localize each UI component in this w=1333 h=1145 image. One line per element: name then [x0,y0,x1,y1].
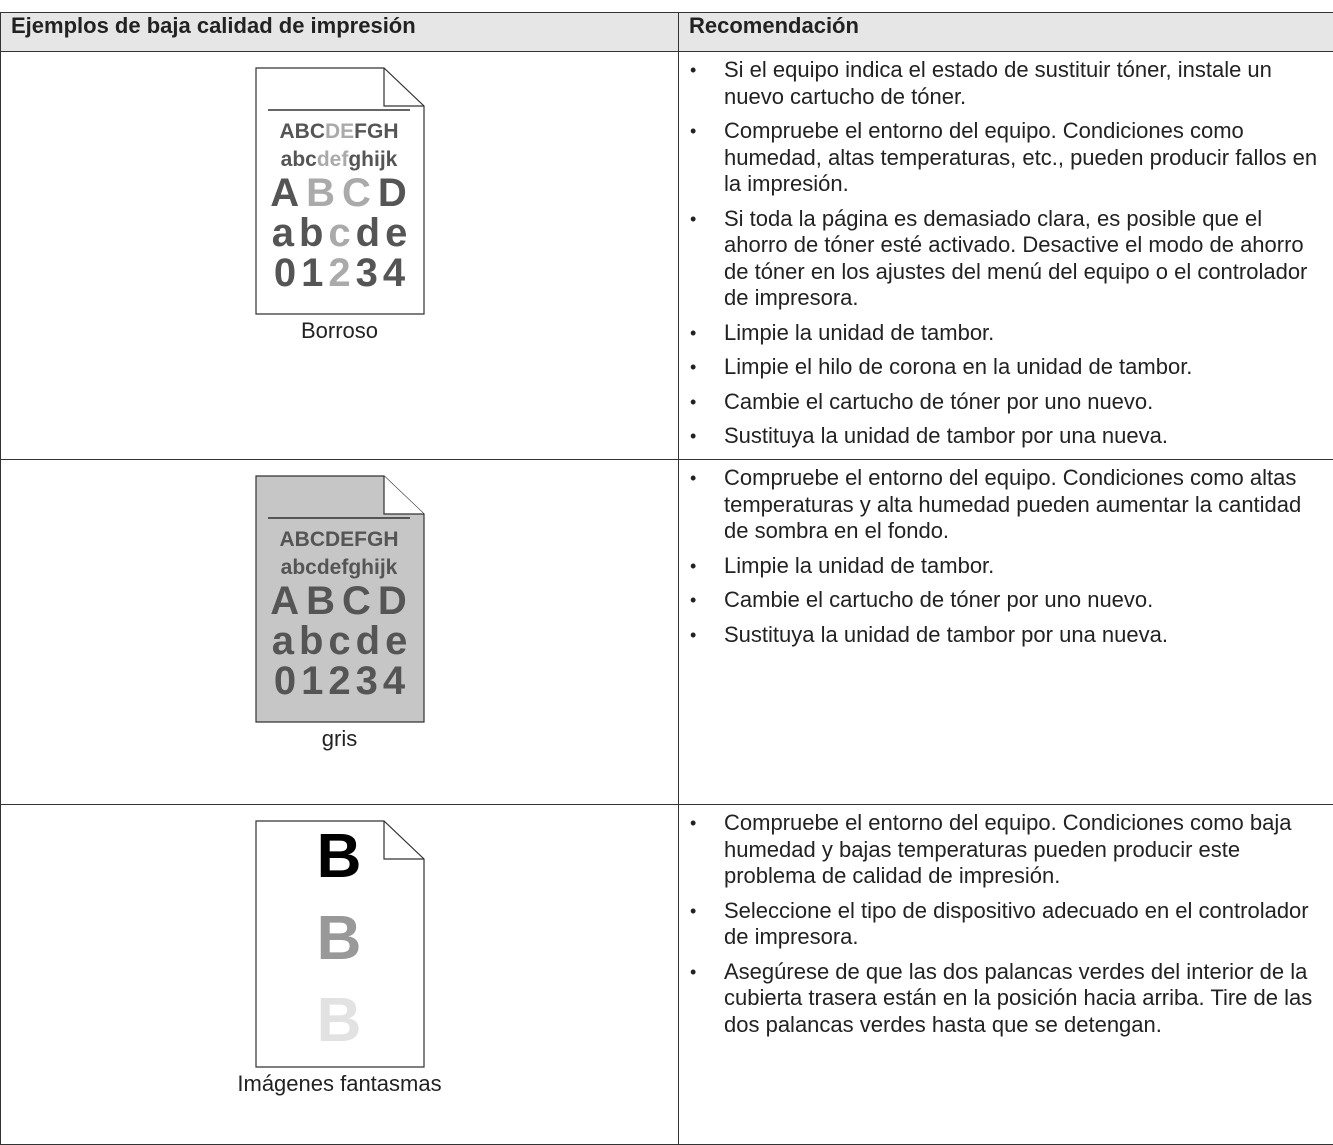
row: B B B Imágenes fantasmas Compruebe el en… [1,805,1333,1145]
sample-page: ABCDEFGH abcdefghijk ABCD abcde 01234 [254,474,426,724]
sample-line: ABCD [270,579,414,623]
row: ABCDEFGH abcdefghijk ABCD abcde 01234 gr… [1,460,1333,805]
recommendation: Sustituya la unidad de tambor por una nu… [680,423,1324,450]
recommendation: Cambie el cartucho de tóner por uno nuev… [680,389,1324,416]
header-cell: Ejemplos de baja calidad de impresión [1,13,679,52]
sample-line: ABCD [270,171,414,215]
quality-table: Ejemplos de baja calidad de impresión Re… [0,12,1333,1145]
recommendation: Asegúrese de que las dos palancas verdes… [680,959,1324,1039]
recommendation-list: Compruebe el entorno del equipo. Condici… [680,806,1332,1038]
recommendation-list: Si el equipo indica el estado de sustitu… [680,53,1332,450]
example-cell: ABCDEFGH abcdefghijk ABCD abcde 01234 gr… [1,460,679,805]
recommendation: Seleccione el tipo de dispositivo adecua… [680,898,1324,951]
sample-line: B [316,822,361,891]
recommendation-list: Compruebe el entorno del equipo. Condici… [680,461,1332,648]
recommendation: Cambie el cartucho de tóner por uno nuev… [680,587,1324,614]
recommendation: Si el equipo indica el estado de sustitu… [680,57,1324,110]
recommendation: Compruebe el entorno del equipo. Condici… [680,810,1324,890]
sample-line: abcdefghijk [280,556,397,579]
page: Ejemplos de baja calidad de impresión Re… [0,0,1333,1106]
recommendation: Limpie el hilo de corona en la unidad de… [680,354,1324,381]
header-row: Ejemplos de baja calidad de impresión Re… [1,13,1333,52]
recommendation: Compruebe el entorno del equipo. Condici… [680,465,1324,545]
sample-line: abcde [271,211,412,255]
recommendation: Sustituya la unidad de tambor por una nu… [680,622,1324,649]
caption: Imágenes fantasmas [2,1071,677,1097]
recommendation-cell: Compruebe el entorno del equipo. Condici… [679,805,1333,1145]
sample-line: ABCDEFGH [279,120,398,143]
recommendation-cell: Si el equipo indica el estado de sustitu… [679,52,1333,460]
example-cell: B B B Imágenes fantasmas [1,805,679,1145]
recommendation-cell: Compruebe el entorno del equipo. Condici… [679,460,1333,805]
sample-page: ABCDEFGH abcdefghijk ABCD abcde 01234 [254,66,426,316]
row: ABCDEFGH abcdefghijk ABCD abcde 01234 Bo… [1,52,1333,460]
header-cell: Recomendación [679,13,1333,52]
recommendation: Limpie la unidad de tambor. [680,553,1324,580]
sample-line: 01234 [273,659,409,703]
sample-line: 01234 [273,251,409,295]
sample-line: abcde [271,619,412,663]
sample-line: B [316,986,361,1055]
sample-line: ABCDEFGH [279,528,398,551]
sample-line: B [316,904,361,973]
sample-line: abcdefghijk [280,148,397,171]
example-cell: ABCDEFGH abcdefghijk ABCD abcde 01234 Bo… [1,52,679,460]
caption: gris [2,726,677,752]
recommendation: Limpie la unidad de tambor. [680,320,1324,347]
sample-page: B B B [254,819,426,1069]
recommendation: Si toda la página es demasiado clara, es… [680,206,1324,312]
recommendation: Compruebe el entorno del equipo. Condici… [680,118,1324,198]
caption: Borroso [2,318,677,344]
